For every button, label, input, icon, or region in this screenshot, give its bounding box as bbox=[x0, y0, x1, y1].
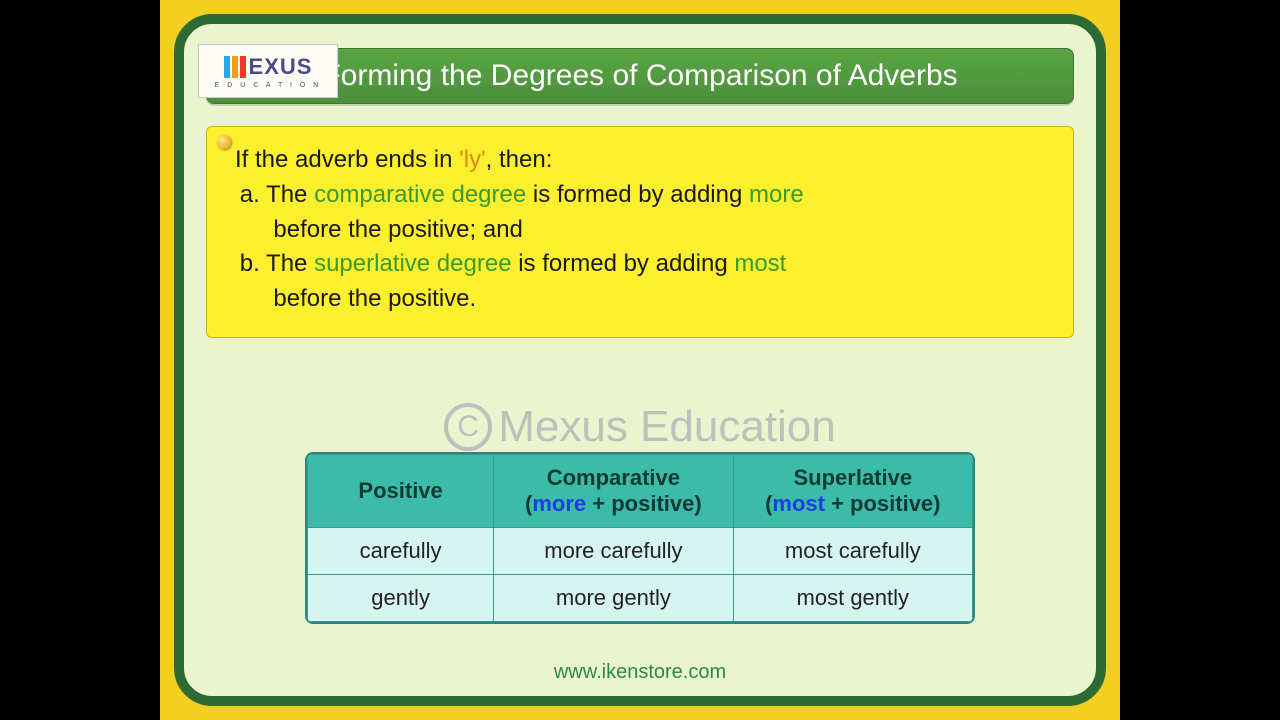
logo-bars-icon bbox=[224, 56, 246, 78]
th-comparative: Comparative (more + positive) bbox=[494, 455, 733, 528]
text: is formed by adding bbox=[512, 250, 735, 277]
watermark-text: Mexus Education bbox=[498, 402, 836, 452]
logo-text: EXUS bbox=[249, 54, 313, 80]
th-positive: Positive bbox=[308, 455, 494, 528]
logo-subtext: E D U C A T I O N bbox=[215, 82, 322, 89]
stage: Forming the Degrees of Comparison of Adv… bbox=[160, 0, 1120, 720]
cell: carefully bbox=[308, 528, 494, 575]
info-line-b2: before the positive. bbox=[235, 282, 1049, 317]
logo-overlay: EXUS E D U C A T I O N bbox=[198, 44, 338, 98]
info-panel: If the adverb ends in 'ly', then: a. The… bbox=[206, 126, 1074, 338]
table-row: carefully more carefully most carefully bbox=[308, 528, 973, 575]
footer-url: www.ikenstore.com bbox=[184, 661, 1096, 684]
logo-main: EXUS bbox=[224, 54, 313, 80]
pin-icon bbox=[217, 135, 231, 149]
keyword-more: more bbox=[532, 491, 586, 516]
cell: most gently bbox=[733, 575, 972, 622]
slide-frame: Forming the Degrees of Comparison of Adv… bbox=[174, 14, 1106, 706]
cell: more carefully bbox=[494, 528, 733, 575]
cell: most carefully bbox=[733, 528, 972, 575]
info-line-a1: a. The comparative degree is formed by a… bbox=[235, 178, 1049, 213]
text: a. bbox=[240, 181, 266, 208]
table-row: gently more gently most gently bbox=[308, 575, 973, 622]
comparison-table: Positive Comparative (more + positive) S… bbox=[305, 452, 975, 624]
text: b. bbox=[240, 250, 266, 277]
table-header-row: Positive Comparative (more + positive) S… bbox=[308, 455, 973, 528]
text: The bbox=[266, 181, 314, 208]
text: Comparative bbox=[547, 465, 680, 490]
th-superlative: Superlative (most + positive) bbox=[733, 455, 972, 528]
keyword-most: most bbox=[772, 491, 825, 516]
text: Superlative bbox=[793, 465, 912, 490]
highlight-most: most bbox=[734, 250, 786, 277]
highlight-more: more bbox=[749, 181, 804, 208]
info-line-a2: before the positive; and bbox=[235, 213, 1049, 248]
highlight-ly: 'ly' bbox=[459, 146, 486, 173]
highlight-comparative: comparative degree bbox=[314, 181, 526, 208]
text: + positive) bbox=[825, 491, 941, 516]
text: The bbox=[266, 250, 314, 277]
watermark: C Mexus Education bbox=[184, 402, 1096, 452]
copyright-icon: C bbox=[444, 403, 492, 451]
cell: more gently bbox=[494, 575, 733, 622]
text: is formed by adding bbox=[526, 181, 749, 208]
cell: gently bbox=[308, 575, 494, 622]
text: + positive) bbox=[586, 491, 702, 516]
info-line-intro: If the adverb ends in 'ly', then: bbox=[235, 143, 1049, 178]
highlight-superlative: superlative degree bbox=[314, 250, 511, 277]
text: , then: bbox=[486, 146, 553, 173]
text: If the adverb ends in bbox=[235, 146, 459, 173]
info-line-b1: b. The superlative degree is formed by a… bbox=[235, 247, 1049, 282]
